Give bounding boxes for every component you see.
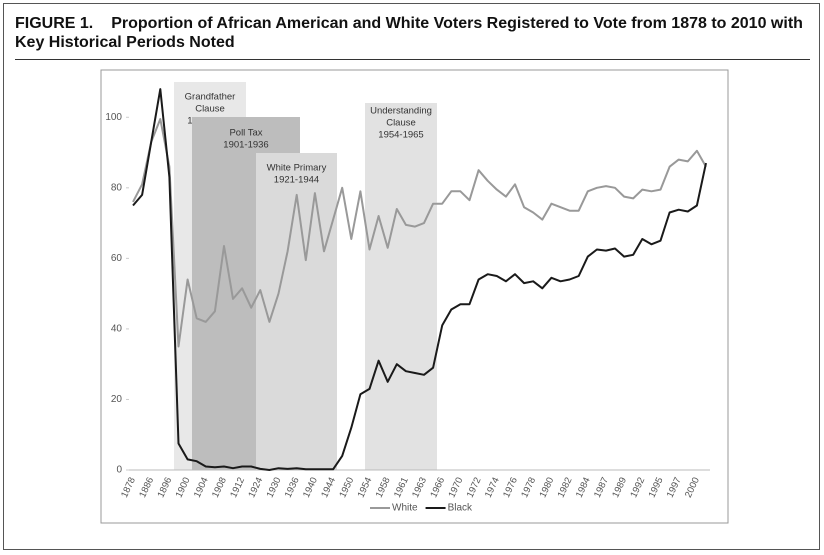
series-line [132, 88, 707, 471]
x-tick-label: 1954 [356, 476, 375, 500]
period-label: Grandfather [185, 92, 236, 103]
title-rule [15, 59, 810, 60]
chart-border [100, 69, 729, 524]
x-tick-label: 1970 [447, 476, 466, 500]
x-tick-label: 1974 [483, 476, 502, 500]
y-tick-label: 0 [116, 465, 122, 476]
x-tick-label: 1936 [283, 476, 302, 500]
x-tick-label: 1982 [556, 476, 575, 500]
period-band [256, 153, 337, 470]
x-tick-label: 1958 [374, 476, 393, 500]
x-tick-label: 1886 [137, 476, 156, 500]
x-tick-label: 1997 [665, 476, 684, 500]
period-label: Clause [386, 118, 416, 129]
x-tick-label: 1992 [628, 476, 647, 500]
x-tick-label: 1978 [519, 476, 538, 500]
legend-label: Black [448, 503, 473, 514]
x-tick-label: 1900 [174, 476, 193, 500]
x-tick-label: 1976 [501, 476, 520, 500]
x-tick-label: 2000 [683, 476, 702, 500]
y-tick-label: 100 [105, 112, 122, 123]
period-label: 1921-1944 [274, 175, 319, 186]
x-tick-label: 1940 [301, 476, 320, 500]
x-tick-label: 1995 [647, 476, 666, 500]
period-label: Clause [195, 104, 225, 115]
period-label: Poll Tax [229, 128, 262, 139]
x-tick-label: 1966 [428, 476, 447, 500]
legend-label: White [392, 503, 418, 514]
figure-label: FIGURE 1. [15, 15, 94, 32]
y-tick-label: 80 [111, 182, 123, 193]
y-tick-label: 40 [111, 324, 123, 335]
x-tick-label: 1980 [537, 476, 556, 500]
x-tick-label: 1972 [465, 476, 484, 500]
frame [3, 3, 820, 550]
x-tick-label: 1944 [319, 476, 338, 500]
series-line [132, 118, 707, 348]
period-label: Understanding [370, 106, 432, 117]
x-tick-label: 1930 [265, 476, 284, 500]
period-label: 1901-1936 [223, 140, 268, 151]
period-label: White Primary [267, 163, 327, 174]
x-tick-label: 1896 [155, 476, 174, 500]
x-tick-label: 1908 [210, 476, 229, 500]
x-tick-label: 1878 [119, 476, 138, 500]
header: FIGURE 1. Proportion of African American … [15, 14, 815, 52]
period-label: 1954-1965 [378, 130, 423, 141]
x-tick-label: 1904 [192, 476, 211, 500]
x-tick-label: 1924 [246, 476, 265, 500]
x-tick-label: 1912 [228, 476, 247, 500]
x-tick-label: 1963 [410, 476, 429, 500]
x-tick-label: 1961 [392, 476, 411, 500]
chart-title: Proportion of African American and White… [15, 15, 803, 51]
y-tick-label: 60 [111, 253, 123, 264]
y-tick-label: 20 [111, 394, 123, 405]
x-tick-label: 1984 [574, 476, 593, 500]
period-band [365, 103, 437, 470]
x-tick-label: 1987 [592, 476, 611, 500]
x-tick-label: 1950 [337, 476, 356, 500]
x-tick-label: 1989 [610, 476, 629, 500]
